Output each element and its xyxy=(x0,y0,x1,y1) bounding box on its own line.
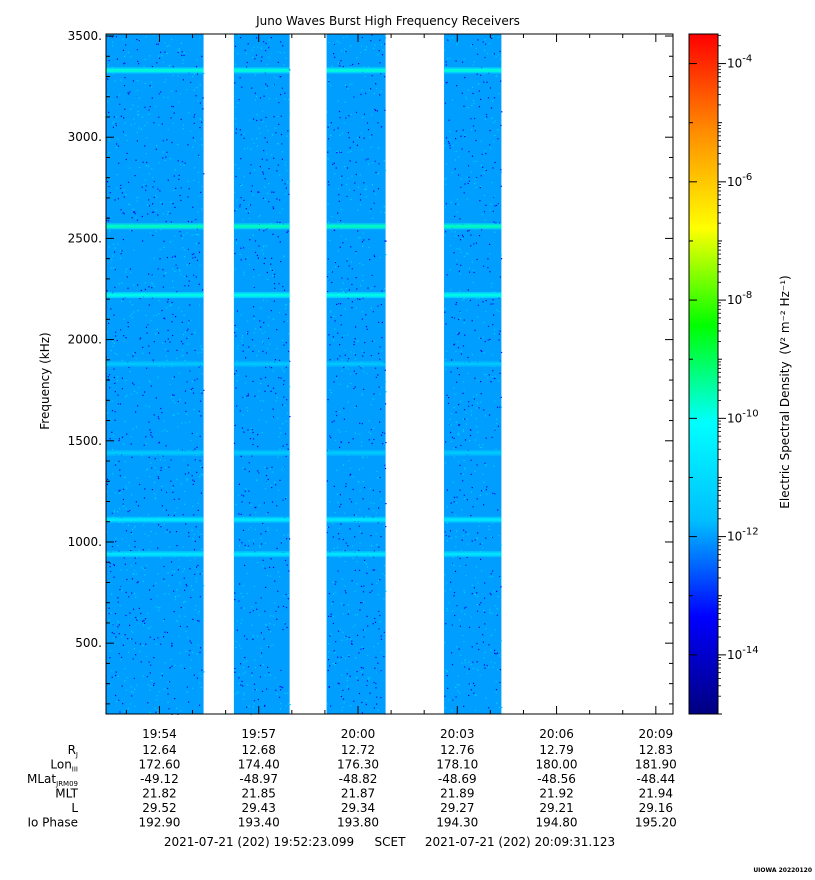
ephemeris-value: -49.12 xyxy=(140,772,179,786)
colorbar-unit-label: (V² m⁻² Hz⁻¹) xyxy=(778,275,792,354)
y-tick-label: 3000. xyxy=(68,130,102,144)
ephemeris-value: 195.20 xyxy=(635,816,677,830)
colorbar-tick-label: 10-4 xyxy=(727,54,752,71)
ephemeris-value: -48.56 xyxy=(537,772,576,786)
y-axis: 500. 1000. 1500. 2000. 2500. 3000. 3500. xyxy=(68,29,673,705)
ephemeris-value: -48.69 xyxy=(438,772,477,786)
ephemeris-value: 194.80 xyxy=(536,816,578,830)
ephemeris-value: 174.40 xyxy=(238,758,280,772)
colorbar-tick-exponent: -6 xyxy=(742,172,752,183)
y-tick-label: 2500. xyxy=(68,231,102,245)
y-tick-label: 500. xyxy=(75,636,102,650)
ephemeris-value: 12.76 xyxy=(440,743,474,757)
ephemeris-value: 29.16 xyxy=(639,801,673,815)
ephemeris-value: 12.64 xyxy=(142,743,176,757)
colorbar-tick-exponent: -14 xyxy=(742,645,758,656)
colorbar-tick-exponent: -10 xyxy=(742,408,758,419)
ephemeris-value: 192.90 xyxy=(138,816,180,830)
data-segment-2 xyxy=(233,34,291,716)
ephemeris-value: -48.97 xyxy=(239,772,278,786)
ephemeris-row-label: MLT xyxy=(55,787,78,801)
ephemeris-value: 172.60 xyxy=(138,758,180,772)
ephemeris-row-label: Io Phase xyxy=(27,816,78,830)
colorbar-label: Electric Spectral Density (V² m⁻² Hz⁻¹) xyxy=(778,275,792,508)
ephemeris-value: 194.30 xyxy=(436,816,478,830)
x-tick-label: 19:54 xyxy=(142,727,177,741)
end-time-label: 2021-07-21 (202) 20:09:31.123 xyxy=(425,835,615,849)
ephemeris-value: 12.83 xyxy=(639,743,673,757)
ephemeris-value: 176.30 xyxy=(337,758,379,772)
start-time-label: 2021-07-21 (202) 19:52:23.099 xyxy=(164,835,354,849)
x-tick-label: 20:03 xyxy=(440,727,475,741)
ephemeris-value: 12.68 xyxy=(242,743,276,757)
ephemeris-row-subscript: J xyxy=(75,751,78,759)
y-axis-label: Frequency (kHz) xyxy=(38,332,52,429)
x-tick-label: 20:06 xyxy=(539,727,574,741)
data-segment-1 xyxy=(106,34,205,715)
colorbar: 10-4 10-6 10-8 10-10 10-12 10-14 xyxy=(688,33,759,715)
colorbar-tick-label: 10-8 xyxy=(727,290,752,307)
colorbar-tick-label: 10-12 xyxy=(727,527,759,544)
ephemeris-value: 21.85 xyxy=(242,787,276,801)
colorbar-tick-exponent: -12 xyxy=(742,527,758,538)
ephemeris-row-subscript: III xyxy=(72,766,78,774)
x-tick-label: 20:00 xyxy=(341,727,376,741)
ephemeris-value: 29.52 xyxy=(142,801,176,815)
ephemeris-value: 193.40 xyxy=(238,816,280,830)
colorbar-tick-label: 10-6 xyxy=(727,172,752,189)
ephemeris-value: 21.92 xyxy=(539,787,573,801)
plot-frame xyxy=(105,33,674,715)
y-tick-label: 3500. xyxy=(68,29,102,43)
y-tick-label: 1500. xyxy=(68,434,102,448)
ephemeris-value: 21.94 xyxy=(639,787,673,801)
ephemeris-value: -48.82 xyxy=(339,772,378,786)
ephemeris-value: 21.87 xyxy=(341,787,375,801)
data-segment-4 xyxy=(444,34,503,715)
ephemeris-value: 12.79 xyxy=(539,743,573,757)
ephemeris-value: 193.80 xyxy=(337,816,379,830)
ephemeris-value: 29.21 xyxy=(539,801,573,815)
colorbar-label-text: Electric Spectral Density xyxy=(778,361,792,508)
y-tick-label: 1000. xyxy=(68,535,102,549)
ephemeris-value: 21.82 xyxy=(142,787,176,801)
ephemeris-value: -48.44 xyxy=(636,772,675,786)
colorbar-tick-exponent: -8 xyxy=(742,290,752,301)
colorbar-tick-label: 10-14 xyxy=(727,645,759,662)
chart-title: Juno Waves Burst High Frequency Receiver… xyxy=(255,14,520,28)
ephemeris-value: 29.34 xyxy=(341,801,375,815)
ephemeris-row-subscript: JRM09 xyxy=(55,780,78,788)
ephemeris-value: 12.72 xyxy=(341,743,375,757)
y-tick-label: 2000. xyxy=(68,333,102,347)
uiowa-stamp: UIOWA 20220120 xyxy=(753,867,812,874)
ephemeris-row-label: RJ xyxy=(68,743,78,759)
colorbar-tick-exponent: -4 xyxy=(742,54,752,65)
ephemeris-table: RJ 12.64 12.68 12.72 12.76 12.79 12.83 LonIII 17… xyxy=(27,743,677,830)
ephemeris-row-label: L xyxy=(71,801,78,815)
ephemeris-value: 21.89 xyxy=(440,787,474,801)
x-tick-label: 20:09 xyxy=(639,727,674,741)
ephemeris-value: 29.43 xyxy=(242,801,276,815)
colorbar-tick-label: 10-10 xyxy=(727,408,759,425)
x-tick-label: 19:57 xyxy=(241,727,276,741)
ephemeris-row-label: LonIII xyxy=(50,758,78,774)
data-segment-3 xyxy=(326,34,387,715)
timescale-label: SCET xyxy=(375,835,407,849)
ephemeris-value: 181.90 xyxy=(635,758,677,772)
ephemeris-value: 178.10 xyxy=(436,758,478,772)
plot-area xyxy=(105,33,674,716)
ephemeris-value: 180.00 xyxy=(536,758,578,772)
x-axis: 19:54 19:57 20:00 20:03 20:06 20:09 xyxy=(125,34,674,741)
colorbar-scale xyxy=(688,33,719,715)
ephemeris-value: 29.27 xyxy=(440,801,474,815)
